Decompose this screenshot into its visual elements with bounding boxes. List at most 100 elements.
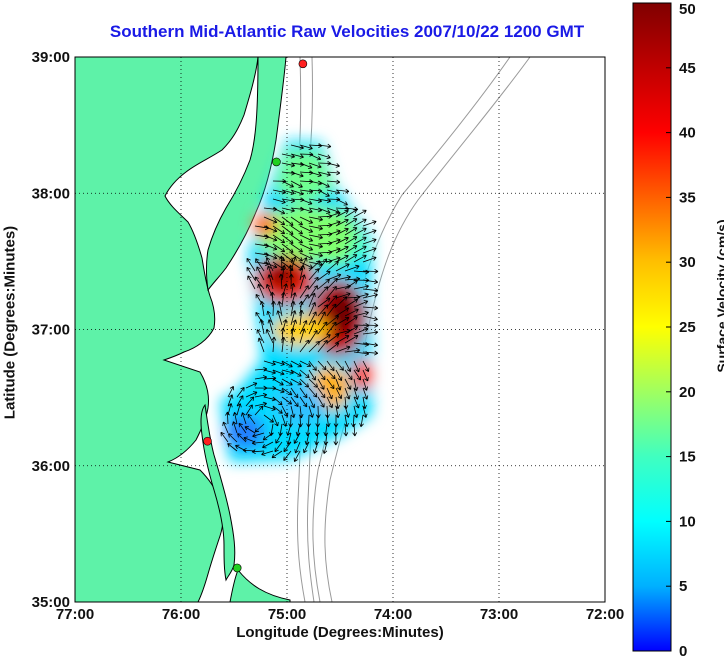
- velocity-arrow: [353, 327, 369, 335]
- velocity-arrow: [344, 335, 359, 344]
- velocity-arrow: [317, 334, 331, 344]
- velocity-arrow: [254, 276, 265, 290]
- station-marker: [232, 563, 242, 573]
- velocity-arrow: [290, 319, 297, 335]
- velocity-arrow: [263, 405, 276, 411]
- velocity-arrow: [294, 441, 301, 454]
- velocity-arrow: [290, 360, 302, 368]
- velocity-arrow: [353, 300, 369, 308]
- velocity-arrow: [335, 275, 351, 281]
- x-tick-label: 73:00: [480, 606, 518, 623]
- velocity-arrow: [245, 404, 253, 416]
- velocity-arrow: [281, 252, 294, 262]
- velocity-arrow: [353, 245, 367, 254]
- velocity-arrow: [326, 295, 338, 308]
- velocity-arrow: [308, 216, 323, 222]
- velocity-arrow: [308, 360, 317, 371]
- velocity-arrow: [362, 405, 368, 418]
- velocity-arrow: [344, 227, 358, 236]
- velocity-arrow: [261, 450, 274, 456]
- velocity-arrow: [228, 433, 238, 443]
- velocity-arrow: [359, 414, 364, 428]
- velocity-arrow: [326, 220, 341, 227]
- velocity-arrow: [308, 341, 320, 353]
- velocity-arrow: [276, 310, 283, 326]
- velocity-arrow: [290, 405, 296, 418]
- velocity-arrow: [362, 369, 369, 382]
- velocity-arrow: [335, 317, 350, 326]
- velocity-arrow: [267, 319, 274, 335]
- velocity-arrow: [308, 225, 323, 231]
- velocity-arrow: [326, 342, 340, 353]
- velocity-arrow: [362, 315, 378, 322]
- velocity-arrow: [281, 396, 293, 405]
- velocity-arrow: [362, 293, 378, 299]
- velocity-arrow: [290, 387, 299, 399]
- velocity-arrow: [254, 405, 264, 416]
- velocity-arrow: [335, 369, 343, 381]
- station-marker: [203, 436, 212, 446]
- velocity-arrow: [247, 413, 256, 425]
- velocity-arrow: [335, 292, 351, 299]
- velocity-arrow: [317, 279, 330, 290]
- velocity-arrow: [279, 255, 284, 272]
- velocity-arrow: [317, 207, 331, 214]
- velocity-arrow: [227, 385, 235, 398]
- velocity-arrow: [281, 360, 293, 368]
- velocity-arrow: [281, 207, 295, 213]
- y-axis-label: Latitude (Degrees:Minutes): [1, 225, 19, 420]
- velocity-arrow: [290, 243, 303, 253]
- velocity-arrow: [362, 279, 379, 285]
- velocity-arrow: [272, 405, 283, 414]
- velocity-arrow: [256, 329, 265, 344]
- velocity-arrow: [317, 311, 326, 326]
- velocity-arrow: [263, 369, 276, 375]
- velocity-arrow: [308, 153, 322, 161]
- velocity-arrow: [326, 261, 339, 272]
- velocity-arrow: [344, 360, 352, 373]
- velocity-arrow: [317, 153, 331, 160]
- velocity-arrow: [308, 292, 316, 308]
- colorbar-tick-label: 40: [679, 125, 696, 142]
- velocity-arrow: [308, 268, 320, 281]
- velocity-arrow: [227, 394, 234, 407]
- velocity-arrow: [308, 387, 318, 398]
- hf-radar-stations: [203, 59, 308, 573]
- velocity-arrow: [251, 449, 265, 454]
- velocity-arrow: [326, 170, 341, 176]
- velocity-arrow: [290, 189, 304, 196]
- velocity-arrow: [263, 234, 278, 242]
- velocity-arrow: [252, 432, 265, 438]
- velocity-arrow: [313, 441, 319, 454]
- colorbar-tick-label: 35: [679, 189, 696, 206]
- velocity-arrow: [353, 218, 367, 227]
- velocity-arrow: [281, 189, 295, 195]
- velocity-arrow: [326, 315, 340, 326]
- velocity-arrow: [308, 285, 318, 299]
- velocity-arrow: [308, 405, 314, 418]
- velocity-arrow: [308, 319, 316, 335]
- velocity-arrow: [272, 234, 286, 244]
- velocity-arrow: [255, 258, 265, 272]
- velocity-arrow: [335, 209, 349, 218]
- velocity-arrow: [335, 263, 350, 272]
- velocity-arrow: [290, 336, 296, 353]
- velocity-arrow: [299, 339, 310, 353]
- velocity-arrow: [326, 162, 340, 168]
- velocity-arrow: [335, 335, 350, 344]
- velocity-arrow: [263, 243, 278, 251]
- velocity-arrow: [326, 211, 341, 218]
- velocity-arrow: [299, 360, 312, 367]
- velocity-arrow: [308, 301, 316, 317]
- velocity-arrow: [317, 270, 331, 281]
- velocity-arrow: [362, 387, 369, 400]
- velocity-arrow: [362, 350, 379, 356]
- velocity-arrow: [299, 144, 313, 150]
- velocity-arrow: [290, 282, 296, 299]
- velocity-arrow: [299, 265, 306, 281]
- velocity-arrow: [353, 254, 367, 263]
- velocity-arrow: [290, 171, 304, 178]
- velocity-arrow: [281, 387, 293, 396]
- velocity-arrow: [353, 387, 359, 400]
